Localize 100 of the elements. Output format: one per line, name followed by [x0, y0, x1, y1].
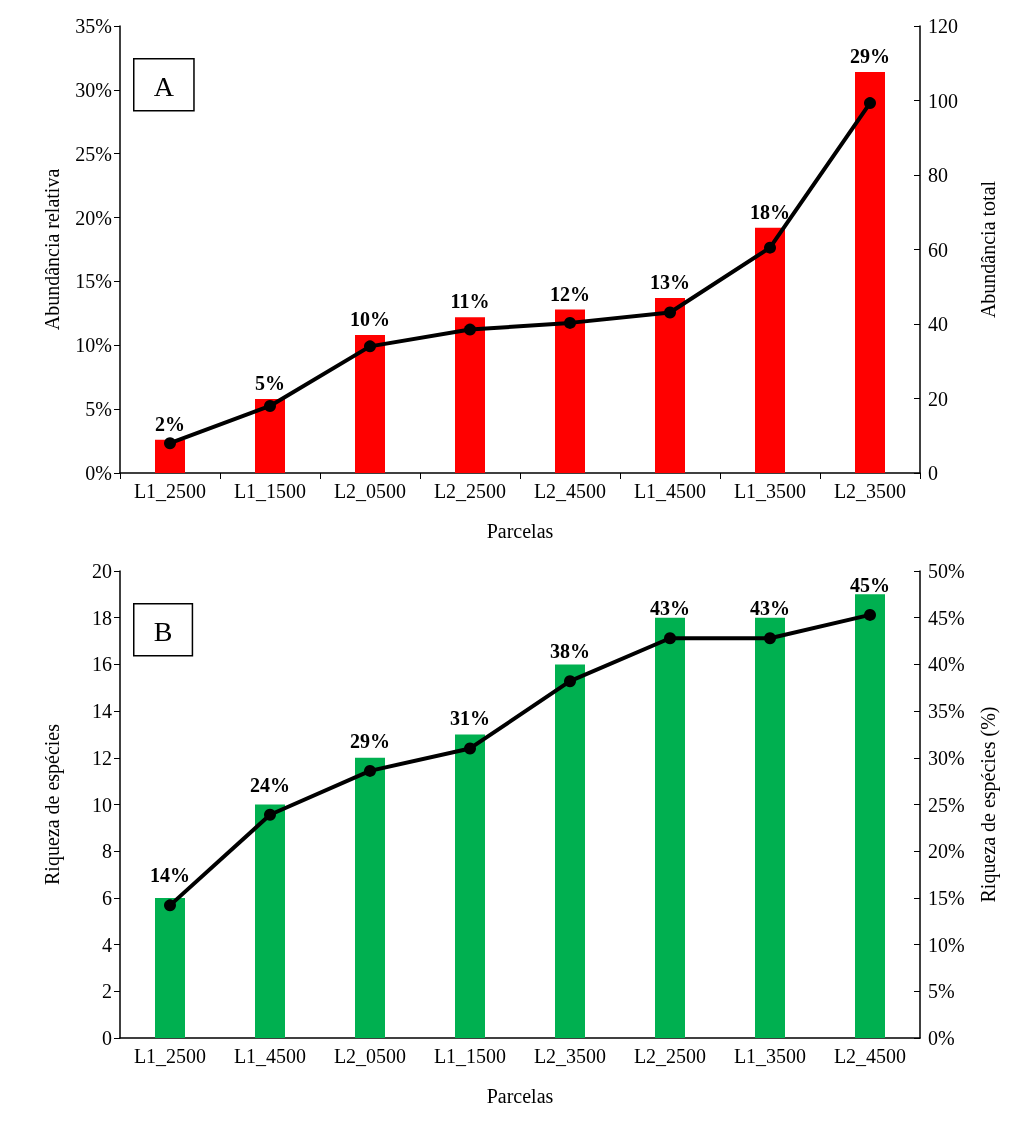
x-tick-label: L2_0500	[333, 480, 407, 502]
y-tick-label: 14	[92, 700, 112, 723]
data-label: 31%	[450, 707, 490, 730]
point	[564, 316, 576, 329]
y-tick-label: 2	[102, 980, 112, 1003]
y2-tick-label: 15%	[928, 886, 965, 909]
point	[764, 241, 776, 254]
data-label: 29%	[350, 729, 390, 752]
annotation: A	[153, 71, 175, 103]
y2-tick-label: 25%	[928, 793, 965, 816]
y-tick-label: 6	[102, 886, 112, 909]
y-tick-label: 0	[102, 1027, 112, 1049]
x-tick-label: L1_2500	[133, 1045, 207, 1067]
point	[264, 808, 276, 821]
point	[864, 608, 876, 621]
x-tick-label: L1_3500	[733, 480, 807, 502]
y2-tick-label: 60	[928, 238, 948, 261]
y-tick-label: 30%	[75, 78, 112, 101]
y2-tick-label: 40	[928, 313, 948, 335]
bar	[355, 757, 385, 1038]
data-label: 14%	[150, 864, 190, 887]
y2-axis-title: Abundância total	[977, 180, 999, 319]
bar	[855, 594, 885, 1038]
bar	[655, 298, 685, 473]
data-label: 45%	[850, 573, 890, 596]
y-tick-label: 35%	[75, 15, 112, 37]
x-tick-label: L2_4500	[533, 480, 607, 502]
bar	[555, 309, 585, 473]
x-tick-label: L2_4500	[833, 1045, 907, 1067]
bar	[455, 734, 485, 1038]
y2-tick-label: 80	[928, 164, 948, 186]
annotation: 5%	[255, 371, 285, 394]
x-tick-label: L2_2500	[633, 1045, 707, 1067]
x-tick-label: L1_1500	[433, 1045, 507, 1067]
y2-axis-title: Riqueza de espécies (%)	[977, 706, 1000, 903]
y-tick-label: 16	[92, 653, 112, 676]
bar	[555, 664, 585, 1038]
y-axis-title: Riqueza de espécies	[41, 723, 64, 886]
point	[464, 742, 476, 755]
y2-tick-label: 100	[928, 89, 958, 112]
bar	[255, 398, 285, 473]
point	[564, 675, 576, 688]
y-tick-label: 20	[92, 560, 112, 582]
annotation: 29%	[850, 44, 890, 67]
point	[364, 764, 376, 777]
x-tick-label: L2_0500	[333, 1045, 407, 1067]
x-tick-label: L2_2500	[433, 480, 507, 502]
bar	[855, 71, 885, 473]
annotation: 2%	[155, 412, 185, 435]
bar	[455, 317, 485, 473]
point	[664, 306, 676, 319]
data-label: 43%	[650, 597, 690, 620]
annotation: 13%	[650, 271, 690, 294]
bar	[255, 804, 285, 1038]
x-tick-label: L1_1500	[233, 480, 307, 502]
x-tick-label: L2_3500	[833, 480, 907, 502]
point	[164, 437, 176, 450]
y-tick-label: 20%	[75, 206, 112, 229]
y2-tick-label: 0%	[928, 1027, 955, 1049]
point	[364, 340, 376, 353]
annotation: 10%	[350, 308, 390, 331]
bar	[755, 227, 785, 473]
y2-tick-label: 120	[928, 15, 958, 37]
annotation: 12%	[550, 282, 590, 305]
annotation: 18%	[750, 200, 790, 223]
y-tick-label: 10	[92, 793, 112, 816]
y-tick-label: 0%	[85, 462, 112, 484]
y2-tick-label: 5%	[928, 980, 955, 1003]
y2-tick-label: 30%	[928, 746, 965, 769]
point	[264, 399, 276, 412]
y2-tick-label: 35%	[928, 700, 965, 723]
bar	[755, 617, 785, 1038]
y-tick-label: 12	[92, 746, 112, 769]
x-tick-label: L1_4500	[233, 1045, 307, 1067]
y-tick-label: 10%	[75, 334, 112, 357]
y2-tick-label: 50%	[928, 560, 965, 582]
bar	[355, 335, 385, 473]
y-tick-label: 15%	[75, 270, 112, 293]
y-tick-label: 18	[92, 606, 112, 629]
x-tick-label: L1_3500	[733, 1045, 807, 1067]
y2-tick-label: 40%	[928, 653, 965, 676]
y-tick-label: 25%	[75, 142, 112, 165]
x-tick-label: L2_3500	[533, 1045, 607, 1067]
y-tick-label: 8	[102, 840, 112, 863]
x-tick-label: L1_4500	[633, 480, 707, 502]
point	[664, 632, 676, 645]
y-tick-label: 4	[102, 933, 112, 956]
x-tick-label: L1_2500	[133, 480, 207, 502]
y-axis-title: Abundância relativa	[41, 168, 63, 331]
annotation: 11%	[450, 290, 490, 313]
y-tick-label: 5%	[85, 398, 112, 421]
y2-tick-label: 20%	[928, 840, 965, 863]
data-label: 24%	[250, 773, 290, 796]
data-label: 43%	[750, 597, 790, 620]
y2-tick-label: 10%	[928, 933, 965, 956]
y2-tick-label: 0	[928, 462, 938, 484]
point	[464, 323, 476, 336]
x-axis-title: Parcelas	[486, 1085, 554, 1107]
point	[164, 899, 176, 912]
y2-tick-label: 45%	[928, 606, 965, 629]
